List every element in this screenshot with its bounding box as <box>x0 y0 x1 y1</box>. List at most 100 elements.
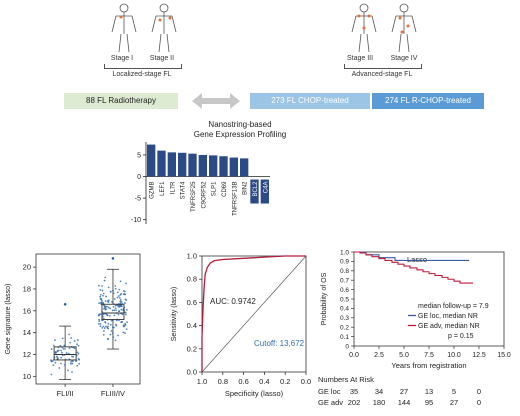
data-point <box>76 364 79 367</box>
y-tick-label: 0.7 <box>340 278 349 285</box>
gene-bar <box>188 153 197 177</box>
x-tick-label: FLIII/IV <box>101 389 125 398</box>
data-point <box>107 286 110 289</box>
x-tick-label: 5.0 <box>399 352 409 359</box>
data-point <box>112 289 114 292</box>
y-tick-label: 14 <box>23 328 31 337</box>
risk-cell: 202 <box>348 398 361 407</box>
data-point <box>122 290 125 292</box>
x-tick-label: 15.0 <box>497 352 511 359</box>
stage-label: Stage IV <box>390 55 418 62</box>
cohort-rchop-bar: 274 FL R-CHOP-treated <box>372 93 484 109</box>
data-point <box>71 355 73 358</box>
auc-label: AUC: 0.9742 <box>210 297 256 306</box>
gene-label: LEF1 <box>160 181 166 196</box>
gene-bar <box>167 152 176 177</box>
gene-bar <box>229 157 238 177</box>
data-point <box>65 352 68 354</box>
data-point <box>106 305 108 308</box>
data-point <box>114 307 117 310</box>
risk-cell: 95 <box>425 398 433 407</box>
gene-label: TNFRSF25 <box>191 181 197 212</box>
data-point <box>54 361 57 364</box>
gene-bar <box>157 150 166 177</box>
data-point <box>114 287 117 290</box>
y-tick-label: 12 <box>23 350 31 359</box>
body-figures-right-icon <box>351 3 417 53</box>
risk-row-label: GE loc <box>318 387 341 396</box>
data-point <box>109 290 112 293</box>
data-point <box>68 347 71 350</box>
box <box>101 303 125 320</box>
data-point <box>64 348 66 350</box>
gene-label: BCL2 <box>253 181 259 197</box>
data-point <box>102 333 105 336</box>
x-tick-label: 10.0 <box>447 352 461 359</box>
data-point <box>52 364 55 367</box>
y-tick-label: 0.6 <box>187 298 197 307</box>
p-value: p = 0.15 <box>448 333 474 340</box>
data-point <box>102 292 105 295</box>
y-tick-label: 0.9 <box>340 259 349 266</box>
data-point <box>112 292 115 295</box>
data-point <box>63 344 66 347</box>
risk-cell: 27 <box>400 387 408 396</box>
data-point <box>103 307 105 310</box>
data-point <box>55 355 58 358</box>
data-point <box>77 352 80 355</box>
data-point <box>117 295 120 297</box>
gene-bar <box>240 158 249 177</box>
gene-expression-chart: 5 0 -5 -10 GZMB LEF1 IL7R STAT4 TNFRSF25 C9ORF52 S… <box>131 142 270 224</box>
y-tick-label: 1.0 <box>187 252 197 261</box>
x-tick-label: 0.8 <box>218 377 228 386</box>
y-tick-label: -10 <box>131 217 141 224</box>
data-point <box>121 321 123 324</box>
data-point <box>102 294 104 297</box>
data-point <box>97 284 100 287</box>
y-axis-label: Sensitivity (lasso) <box>171 287 178 341</box>
data-point <box>103 327 106 329</box>
data-point <box>77 344 80 347</box>
legend-title: median follow-up = 7.9 <box>418 303 489 310</box>
y-axis-label: Gene signature (lasso) <box>5 284 12 355</box>
y-tick-label: 0.1 <box>340 334 349 341</box>
data-point <box>119 302 122 305</box>
data-point <box>110 330 113 332</box>
data-point <box>119 280 122 283</box>
gene-bar <box>178 152 187 177</box>
y-tick-label: 20 <box>23 263 31 272</box>
risk-cell: 0 <box>477 398 481 407</box>
gene-bar <box>219 156 228 177</box>
data-point <box>61 337 64 340</box>
y-tick-label: 18 <box>23 284 31 293</box>
gene-label: BIN2 <box>243 181 249 195</box>
cohort-chop-bar: 273 FL CHOP-treated <box>250 93 370 109</box>
data-point <box>126 308 128 311</box>
data-point <box>57 349 60 352</box>
data-point <box>76 339 79 341</box>
data-point <box>112 305 115 308</box>
data-point <box>113 309 116 312</box>
data-point <box>61 354 64 357</box>
data-point <box>104 307 107 310</box>
data-point <box>119 305 122 308</box>
gene-label: CD69 <box>222 181 228 197</box>
data-point <box>119 299 122 301</box>
risk-cell: 5 <box>452 387 456 396</box>
data-point <box>104 300 107 302</box>
data-point <box>99 288 102 291</box>
data-point <box>101 299 103 302</box>
risk-cell: 13 <box>425 387 433 396</box>
gene-label: C4A <box>263 182 269 194</box>
data-point <box>70 361 72 363</box>
data-point <box>113 297 116 300</box>
y-tick-label: 0.0 <box>187 368 197 377</box>
plot-frame <box>35 253 141 385</box>
data-point <box>99 325 102 328</box>
data-point <box>98 314 100 317</box>
x-tick-label: 0.6 <box>238 377 248 386</box>
data-point <box>60 356 63 359</box>
data-point <box>107 322 110 325</box>
data-point <box>54 339 56 342</box>
data-point <box>76 343 78 346</box>
